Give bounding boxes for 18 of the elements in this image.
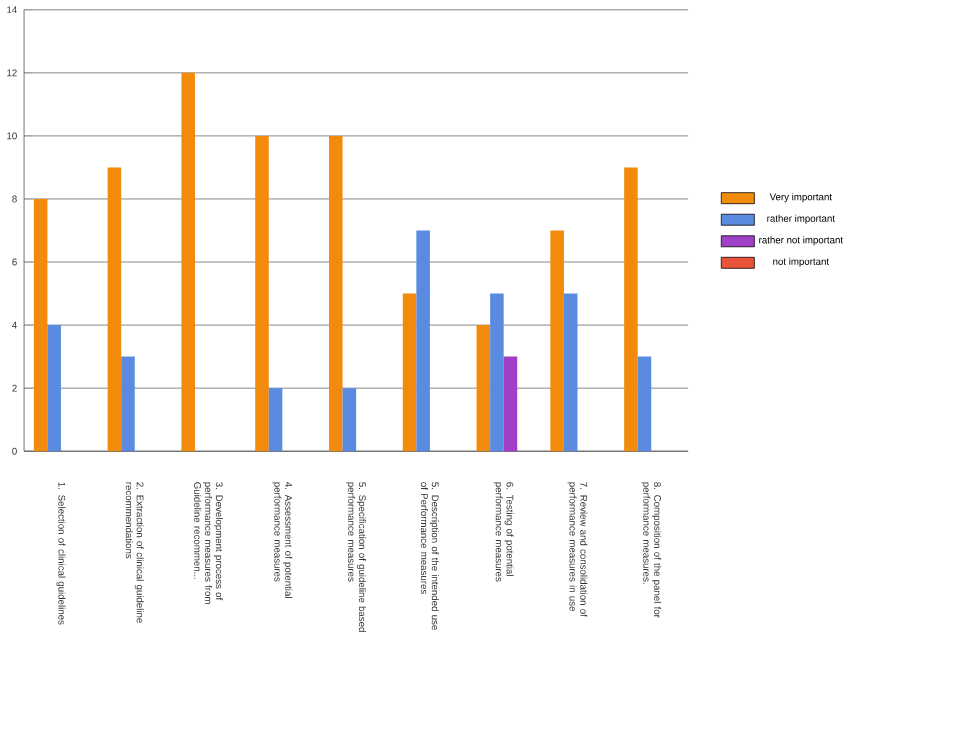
bar	[476, 325, 491, 452]
bar	[268, 388, 283, 452]
bar	[563, 293, 578, 452]
bar	[550, 230, 564, 452]
bar	[47, 325, 61, 452]
bar	[637, 356, 652, 452]
bar	[121, 356, 135, 452]
bar	[416, 230, 430, 452]
bar	[33, 198, 48, 452]
bar	[342, 388, 357, 452]
bar	[503, 356, 518, 452]
bar	[107, 167, 122, 452]
bar	[402, 293, 417, 452]
bar	[624, 167, 638, 452]
bar	[255, 135, 269, 452]
bar	[181, 72, 195, 452]
bar	[329, 135, 343, 452]
bar	[490, 293, 504, 452]
